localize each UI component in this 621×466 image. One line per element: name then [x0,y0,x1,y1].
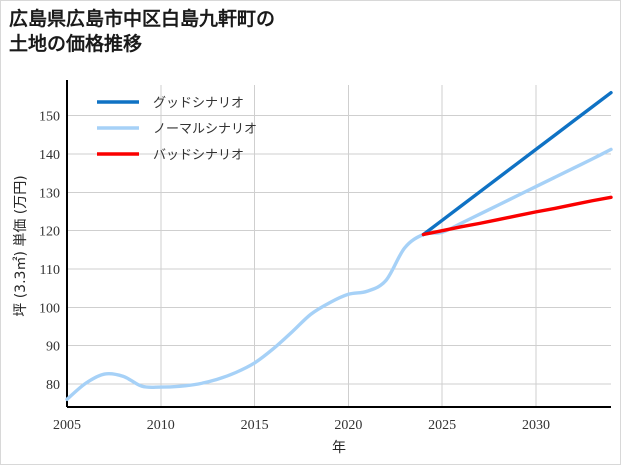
y-tick-label: 150 [39,110,60,125]
x-tick-label: 2005 [53,418,81,433]
chart-title: 広島県広島市中区白島九軒町の 土地の価格推移 [9,8,276,56]
series-line-バッドシナリオ[interactable] [421,195,613,237]
legend-label-2: バッドシナリオ [153,148,244,163]
y-tick-label: 140 [39,148,60,163]
series-line-グッドシナリオ[interactable] [421,90,613,237]
y-tick-label: 130 [39,186,60,201]
y-tick-label: 100 [39,301,60,316]
y-tick-label: 120 [39,225,60,240]
x-tick-label: 2030 [522,418,550,433]
y-tick-label: 80 [46,378,60,393]
x-tick-label: 2010 [147,418,175,433]
y-tick-label: 110 [40,263,60,278]
x-tick-label: 2025 [428,418,456,433]
legend-label-0: グッドシナリオ [153,96,244,111]
y-tick-label: 90 [46,340,60,355]
x-tick-label: 2015 [241,418,269,433]
legend-label-1: ノーマルシナリオ [153,122,257,137]
series-line-ノーマルシナリオ[interactable] [65,147,613,402]
y-axis-title: 坪 (3.3㎡) 単価 (万円) [13,175,29,316]
x-axis-title: 年 [332,440,346,456]
x-tick-label: 2020 [334,418,362,433]
